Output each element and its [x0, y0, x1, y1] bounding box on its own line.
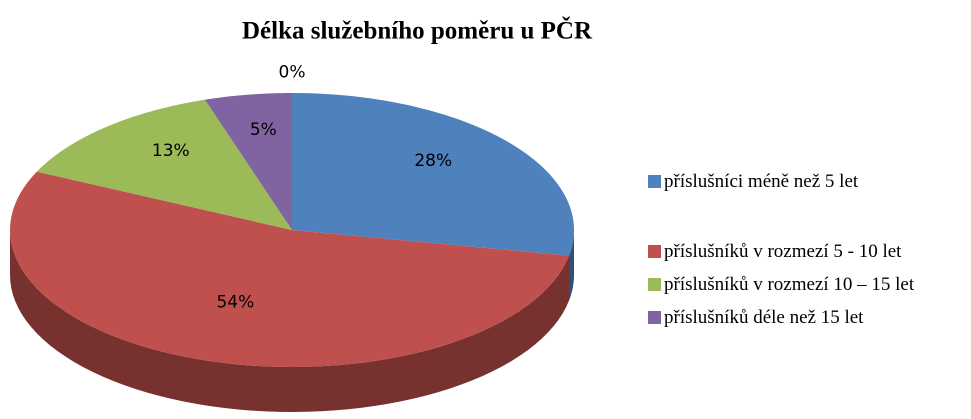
- legend-entry: příslušníků v rozmezí 10 – 15 let: [648, 273, 966, 296]
- legend-swatch: [648, 245, 661, 258]
- data-label: 5%: [250, 120, 277, 140]
- legend-label: příslušníků v rozmezí 5 - 10 let: [664, 241, 902, 262]
- slice-side: [10, 230, 570, 412]
- data-label: 54%: [216, 293, 254, 313]
- slice-top: [36, 99, 292, 230]
- slice: [292, 93, 574, 301]
- legend: příslušníci méně než 5 let příslušníků v …: [648, 170, 966, 329]
- legend-swatch: [648, 278, 661, 291]
- data-label: 28%: [414, 151, 452, 171]
- legend-entry: příslušníků v rozmezí 5 - 10 let: [648, 240, 966, 263]
- slice-top: [10, 171, 570, 367]
- slice: [204, 93, 292, 230]
- legend-label: příslušníků v rozmezí 10 – 15 let: [664, 274, 915, 295]
- legend-label: příslušníci méně než 5 let: [664, 171, 859, 192]
- legend-entry: příslušníci méně než 5 let: [648, 170, 966, 193]
- slice-top: [292, 93, 574, 256]
- data-label: 13%: [152, 141, 190, 161]
- legend-entry: příslušníků déle než 15 let: [648, 306, 966, 329]
- slice-top: [204, 93, 292, 230]
- data-label: 0%: [279, 62, 306, 82]
- chart-title: Délka služebního poměru u PČR: [242, 16, 593, 45]
- slice: [10, 171, 570, 412]
- legend-swatch: [648, 311, 661, 324]
- slice-side: [569, 230, 574, 301]
- legend-swatch: [648, 175, 661, 188]
- legend-label: příslušníků déle než 15 let: [664, 307, 864, 328]
- slice: [36, 99, 292, 230]
